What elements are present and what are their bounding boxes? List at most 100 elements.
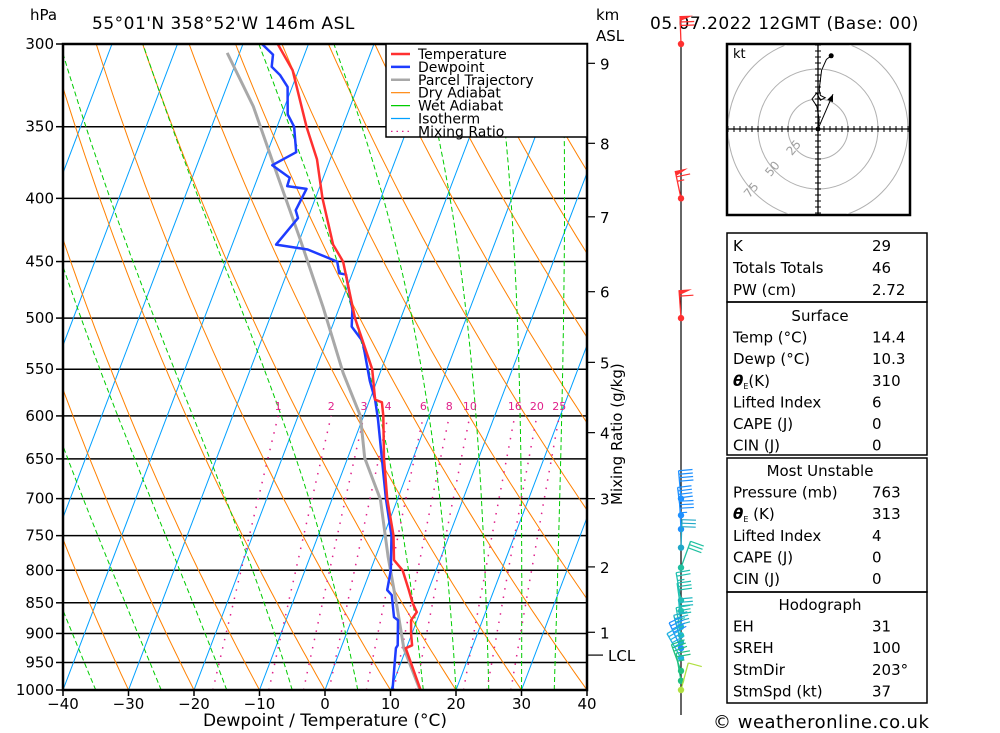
y-tick-label: 400 [25,189,54,207]
indices-row: CAPE (J) 0 [733,548,882,566]
dry-adiabat-line [235,44,587,690]
wind-barb-flag [677,584,692,588]
km-tick-label: 8 [600,135,610,153]
wind-barb-staff [679,15,682,45]
y-tick-label: 700 [25,490,54,508]
indices-row-label: StmSpd (kt) [733,682,823,700]
wind-barb-flag [677,587,693,591]
wind-barb-flag [668,629,682,638]
y-tick-label: 950 [25,653,54,671]
dry-adiabat-line [63,237,260,690]
indices-row-value: 14.4 [872,329,905,347]
mixing-ratio-label: 8 [446,400,453,413]
indices-row-value: 29 [872,237,891,255]
indices-row: Temp (°C) 14.4 [732,329,905,347]
wind-level-dot [677,686,685,694]
wind-level-dot [677,512,685,519]
x-tick-label: 0 [320,695,330,713]
theta-symbol: θ [733,505,743,523]
theta-subscript: E [743,382,748,391]
mixing-ratio-label: 2 [328,400,335,413]
wind-barb [677,289,694,322]
y-tick-label: 300 [25,35,54,53]
dry-adiabat-line [932,44,1000,690]
wind-barb-staff [680,519,683,548]
indices-row-label: SREH [733,639,774,657]
mixing-ratio-line [414,415,471,690]
legend-label: Wet Adiabat [418,99,504,115]
mixing-ratio-label: 4 [385,400,392,413]
theta-unit: (K) [748,372,770,390]
indices-section-box [726,591,928,704]
wind-barb-flag [678,492,693,495]
indices-row-value: 203° [872,661,908,679]
indices-row-label: Lifted Index [733,527,821,545]
indices-row-value: 0 [872,437,882,455]
y-tick-label: 850 [25,594,54,612]
indices-row-label: Pressure (mb) [733,484,838,502]
km-tick-label: 3 [600,491,610,509]
mixing-ratio-line [393,415,451,690]
indices-section-title: Hodograph [778,596,861,614]
indices-row: Lifted Index 6 [733,393,882,411]
wind-barb-flag [676,604,691,609]
indices-row-label: θE (K) [733,505,775,524]
y-tick-label: 550 [25,360,54,378]
indices-row-label: EH [733,618,754,636]
wind-barb-staff [678,501,682,530]
legend-label: Dry Adiabat [418,86,501,102]
indices-row-value: 310 [872,372,901,390]
wind-barb-flag [676,173,691,178]
wind-barb-half-flag [674,642,681,648]
mixing-ratio-line [212,415,279,690]
dry-adiabat-line [188,44,522,690]
wind-barb-flag [670,632,683,641]
indices-row-label: Lifted Index [733,393,821,411]
mixing-ratio-axis-label: Mixing Ratio (g/kg) [608,363,626,505]
indices-row: StmDir 203° [733,661,908,679]
isotherm-line [63,44,309,690]
wind-level-dot [677,544,685,551]
wind-barb-flag [673,645,688,652]
wind-barb-pennant [679,289,693,296]
wind-barb-flag [679,475,694,479]
wet-adiabat-line [333,44,457,690]
mixing-ratio-label: 6 [420,400,427,413]
wet-adiabat-line [63,444,162,690]
theta-symbol: θ [733,372,743,390]
wind-barb-flag [673,611,688,616]
lcl-label: LCL [608,647,636,665]
km-tick-label: 2 [600,559,610,577]
wet-adiabat-line [142,44,359,690]
mixing-ratio-line [486,415,538,690]
km-ref-label: ASL [596,27,625,45]
wind-barb [677,15,695,48]
indices-row-value: 46 [872,259,891,277]
wind-barb-flag [671,635,685,644]
indices-row-value: 10.3 [872,350,905,368]
theta-subscript: E [743,515,748,524]
wind-barb-profile [666,15,704,715]
wind-barb [677,662,702,694]
indices-row: K 29 [733,237,891,255]
parcel-trajectory-trace [225,52,422,690]
datetime-title: 05.07.2022 12GMT (Base: 00) [650,14,919,34]
wind-barb-half-flag [678,617,686,620]
dry-adiabat-line [95,44,391,690]
wind-barb-staff [677,598,682,627]
indices-row-label: Dewp (°C) [733,350,810,368]
indices-section-box [726,301,928,456]
indices-row-value: 763 [872,484,901,502]
indices-row-value: 6 [872,393,882,411]
x-tick-label: 40 [577,695,596,713]
wind-barb-flag [672,642,686,649]
y-tick-label: 650 [25,450,54,468]
indices-section-title: Surface [791,307,848,325]
indices-row-label: Totals Totals [732,259,824,277]
wind-barb-flag [678,468,693,472]
isotherm-line [128,44,375,690]
theta-unit: (K) [748,505,774,523]
